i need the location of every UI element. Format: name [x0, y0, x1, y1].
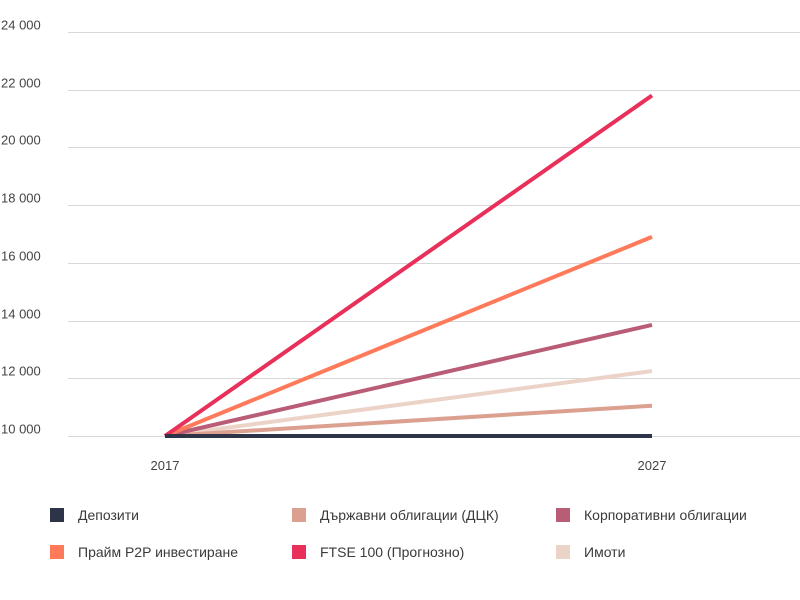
series-line-4: [163, 93, 654, 438]
grid-lines: [68, 32, 800, 437]
y-tick-label: 20 000: [1, 133, 41, 148]
x-tick-label: 2017: [151, 458, 180, 473]
series-line-3: [164, 235, 653, 438]
series-line-1: [164, 403, 653, 438]
y-tick-label: 24 000: [1, 18, 41, 33]
y-tick-label: 12 000: [1, 364, 41, 379]
x-tick-label: 2027: [638, 458, 667, 473]
series-line-2: [164, 322, 653, 438]
series-lines: [163, 93, 654, 438]
y-tick-label: 18 000: [1, 191, 41, 206]
y-tick-label: 10 000: [1, 422, 41, 437]
series-line-5: [164, 369, 653, 438]
y-tick-label: 14 000: [1, 307, 41, 322]
x-axis-ticks: 2017 2027: [151, 458, 667, 473]
y-tick-label: 22 000: [1, 76, 41, 91]
y-axis-ticks: 10 000 12 000 14 000 16 000 18 000 20 000 22 0…: [1, 18, 41, 437]
y-tick-label: 16 000: [1, 249, 41, 264]
